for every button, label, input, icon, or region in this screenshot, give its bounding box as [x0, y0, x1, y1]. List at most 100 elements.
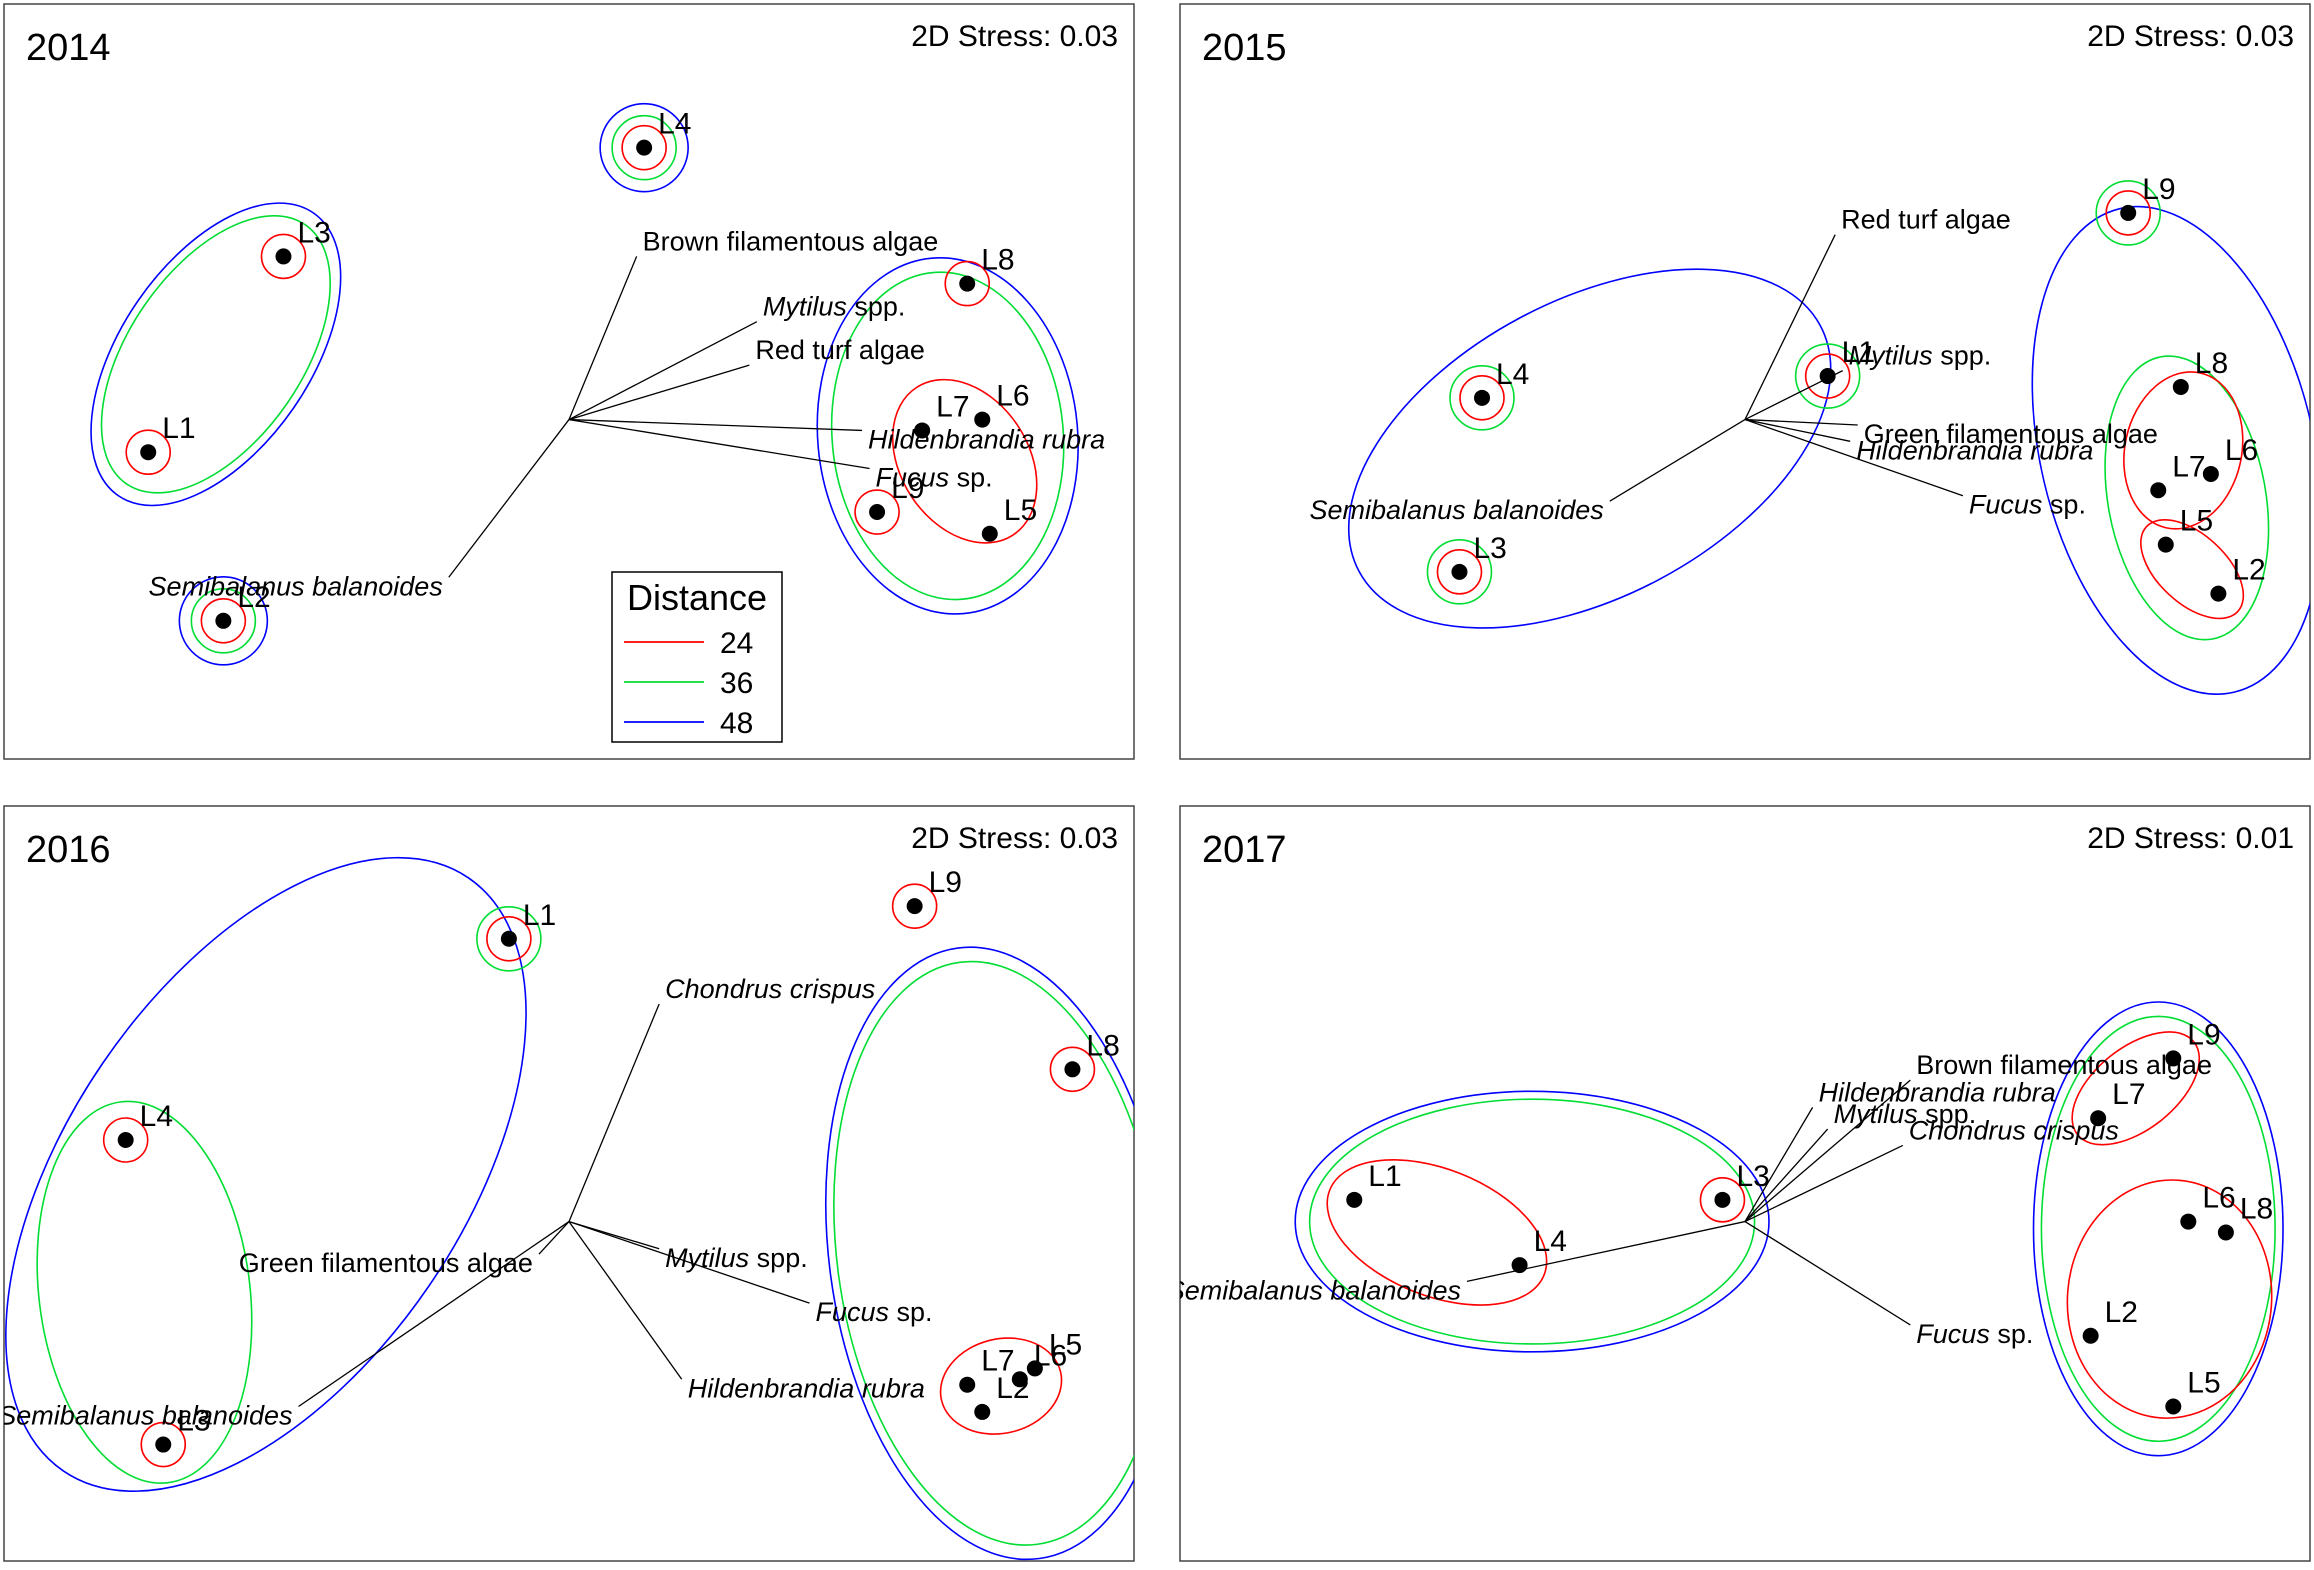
point-L8 [2217, 1224, 2234, 1241]
legend-title: Distance [627, 577, 767, 618]
point-label-L4: L4 [658, 108, 691, 141]
point-label-L7: L7 [2112, 1078, 2145, 1111]
panel-frame [1179, 3, 2311, 760]
point-L9 [2120, 204, 2137, 221]
vector-line-0 [1744, 1107, 1814, 1222]
contour-d48-L2-L5-L6-L7-L8-L9 [2032, 1001, 2284, 1457]
point-L8 [2172, 378, 2189, 395]
contour-d24-L1 [486, 915, 532, 962]
vector-line-0 [1744, 234, 1836, 420]
point-label-L8: L8 [1086, 1029, 1119, 1062]
point-L1 [1346, 1191, 1363, 1208]
contour-d24-L2-L5-L6-L7 [939, 1337, 1063, 1435]
legend-label-36: 36 [720, 667, 753, 700]
contour-d48-L2-L5-L6-L7-L8-L9 [824, 946, 1134, 1561]
point-L3 [1451, 563, 1468, 580]
vector-line-4 [568, 1221, 683, 1380]
point-L5 [2165, 1398, 2182, 1415]
plot-area: Chondrus crispus Green filamentous algae M… [0, 856, 1134, 1561]
vector-line-1 [1744, 1128, 1829, 1223]
contour-d48-L5-L6-L7-L8-L9 [816, 257, 1079, 615]
contour-d24-L4 [102, 1117, 149, 1163]
point-label-L5: L5 [2180, 505, 2213, 538]
point-label-L2: L2 [237, 581, 270, 614]
contour-d24-L4 [621, 124, 667, 171]
contour-d36-L2-L5-L6-L7-L8-L9 [2040, 1015, 2276, 1443]
point-label-L1: L1 [1368, 1160, 1401, 1193]
vector-line-2 [1744, 1079, 1911, 1223]
contour-d48-L1-L3-L4 [1347, 268, 1832, 629]
vector-line-5 [298, 1221, 570, 1408]
vector-label-3: Hildenbrandia rubra [1856, 435, 2093, 465]
vector-line-5 [1466, 1220, 1746, 1283]
point-label-L2: L2 [2232, 554, 2265, 587]
vector-line-4 [1744, 418, 1964, 497]
vector-label-2: Green filamentous algae [1864, 419, 2158, 449]
contour-d36-L2-L5-L6-L7-L8-L9 [833, 960, 1134, 1546]
point-label-L7: L7 [2172, 450, 2205, 483]
point-L6 [2180, 1213, 2197, 1230]
contour-d24-L3 [140, 1421, 187, 1468]
panel-title: 2016 [26, 829, 111, 871]
point-L9 [906, 898, 923, 915]
point-label-L4: L4 [140, 1100, 173, 1133]
contour-d24-L9 [2105, 190, 2152, 236]
point-L5 [981, 525, 998, 542]
point-label-L9: L9 [929, 866, 962, 899]
contour-d48-L1-L3-L4 [1294, 1090, 1770, 1353]
point-label-L3: L3 [1473, 532, 1506, 565]
point-L6 [974, 411, 991, 428]
contour-d48-L2-L5-L6-L7-L8-L9 [2031, 205, 2310, 695]
panel-frame [3, 805, 1135, 1562]
contour-d24-L7-L9 [2071, 1031, 2201, 1146]
point-L9 [869, 504, 886, 521]
point-label-L3: L3 [1736, 1160, 1769, 1193]
vector-line-5 [1609, 419, 1746, 502]
point-label-L3: L3 [297, 216, 330, 249]
contour-d36-L3 [1426, 539, 1493, 605]
contour-d36-L9 [2095, 180, 2162, 246]
contour-d24-L4 [1459, 375, 1505, 421]
vector-line-1 [568, 321, 758, 421]
vector-label-0: Red turf algae [1841, 205, 2011, 235]
vector-line-0 [568, 256, 638, 420]
point-L3 [275, 248, 292, 265]
point-L7 [2090, 1110, 2107, 1127]
contour-d24-L3 [1436, 549, 1483, 595]
panel-frame [3, 3, 1135, 760]
contour-d24-L3 [1699, 1177, 1746, 1223]
contour-d24-L5-L6-L7 [891, 378, 1038, 544]
point-L5 [1026, 1360, 1043, 1377]
nmds-panel-2016: Chondrus crispus Green filamentous algae M… [0, 805, 1135, 1562]
point-label-L5: L5 [2187, 1366, 2220, 1399]
vector-label-1: Mytilus spp. [1834, 1099, 1977, 1129]
stress-annotation: 2D Stress: 0.03 [911, 822, 1118, 855]
vector-line-3 [1744, 1144, 1904, 1223]
vector-label-4: Fucus sp. [1969, 490, 2086, 520]
contour-d24-L2 [200, 597, 247, 644]
point-label-L6: L6 [2202, 1182, 2235, 1215]
point-label-L6: L6 [2225, 434, 2258, 467]
point-L1 [1819, 368, 1836, 385]
contour-d36-L1 [1794, 343, 1861, 409]
legend: Distance 24 36 48 [611, 571, 783, 743]
point-label-L9: L9 [2187, 1018, 2220, 1051]
point-label-L6: L6 [996, 380, 1029, 413]
point-L7 [2150, 482, 2167, 499]
contour-d36-L2-L5-L6-L7-L8 [2104, 355, 2270, 641]
point-label-L1: L1 [1842, 336, 1875, 369]
point-label-L2: L2 [2105, 1296, 2138, 1329]
vector-label-2: Red turf algae [755, 335, 925, 365]
legend-box [611, 571, 783, 743]
vector-line-3 [568, 418, 863, 432]
vector-label-5: Semibalanus balanoides [0, 1400, 293, 1430]
vector-line-3 [568, 1220, 810, 1304]
point-L2 [2210, 585, 2227, 602]
contour-d48-L1-L3-L4 [5, 856, 527, 1492]
stress-annotation: 2D Stress: 0.03 [911, 20, 1118, 53]
vector-line-4 [1744, 1221, 1911, 1326]
point-L4 [636, 139, 653, 156]
